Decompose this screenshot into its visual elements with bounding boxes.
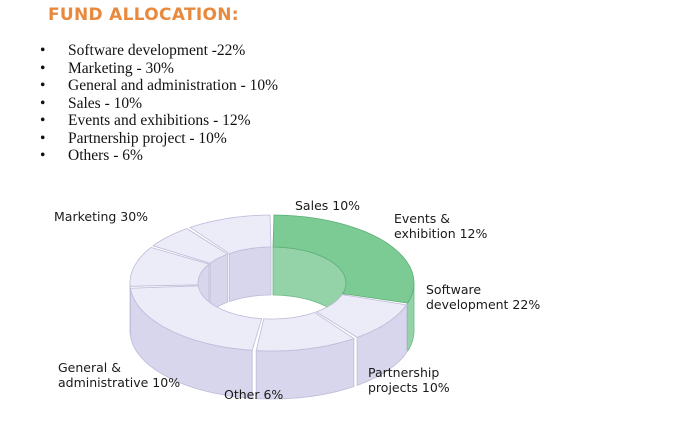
donut-slice (129, 285, 263, 351)
list-item: • Marketing - 30% (40, 59, 174, 77)
list-item: • General and administration - 10% (40, 77, 279, 94)
list-item: • Software development -22% (40, 42, 246, 59)
slice-label: Partnership projects 10% (368, 365, 450, 395)
slice-labels: Marketing 30% Sales 10% Events & exhibition… (54, 198, 540, 402)
bullet-icon: • (40, 112, 46, 129)
list-item: • Partnership project - 10% (40, 129, 227, 147)
list-item: • Events and exhibitions - 12% (40, 112, 251, 129)
slice-label: Software development 22% (426, 282, 540, 312)
donut-slices (129, 214, 415, 400)
slice-label: Marketing 30% (54, 209, 148, 224)
donut-slice (189, 214, 272, 255)
bullet-icon: • (40, 59, 46, 77)
bullet-icon: • (40, 129, 46, 147)
page-title: FUND ALLOCATION: (48, 5, 239, 25)
donut-slice-inner-wall (209, 253, 229, 313)
donut-slice-inner-wall (228, 246, 272, 303)
donut-slice (315, 294, 408, 338)
donut-slice (255, 311, 355, 352)
list-item: • Sales - 10% (40, 94, 143, 112)
slice-label: Events & exhibition 12% (394, 211, 487, 241)
slice-label: Other 6% (224, 387, 283, 402)
slice-label: General & administrative 10% (58, 360, 180, 390)
allocation-list: • Software development -22% • Marketing - … (40, 42, 278, 165)
bullet-icon: • (40, 77, 46, 94)
bullet-icon: • (40, 42, 46, 59)
donut-slice (272, 214, 415, 304)
donut-slice (129, 246, 210, 287)
bullet-icon: • (40, 147, 46, 164)
donut-slice (152, 228, 229, 264)
bullet-icon: • (40, 94, 46, 112)
list-item: • Others - 6% (40, 147, 143, 164)
slice-label: Sales 10% (295, 198, 360, 213)
